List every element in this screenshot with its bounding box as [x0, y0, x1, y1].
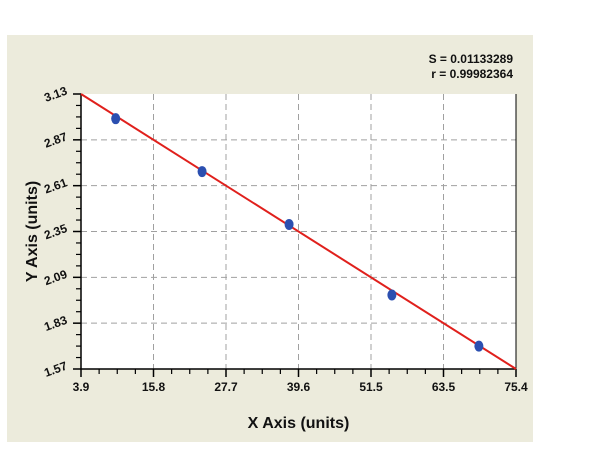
- y-tick-label: 2.87: [42, 129, 69, 150]
- data-point: [197, 166, 207, 178]
- y-axis-title: Y Axis (units): [24, 181, 41, 282]
- x-tick-label: 39.6: [287, 380, 311, 394]
- data-point: [474, 340, 484, 352]
- y-tick-label: 2.61: [42, 175, 69, 196]
- x-axis-ticks: 3.9 15.8 27.7 39.6 51.5 63.5 75.4: [73, 369, 528, 394]
- fit-statistics: S = 0.01133289 r = 0.99982364: [429, 52, 513, 82]
- data-point: [284, 218, 294, 230]
- r-value: r = 0.99982364: [431, 67, 513, 81]
- x-tick-label: 63.5: [432, 380, 456, 394]
- x-tick-label: 27.7: [214, 380, 238, 394]
- data-point: [387, 289, 397, 301]
- y-axis-ticks: 1.57 1.83 2.09 2.35 2.61 2.87 3.13: [42, 84, 81, 380]
- y-tick-label: 2.35: [42, 221, 69, 242]
- x-tick-label: 51.5: [359, 380, 383, 394]
- data-points: [111, 113, 484, 352]
- fit-line: [80, 93, 517, 370]
- y-tick-label: 1.83: [42, 313, 69, 334]
- data-point: [111, 113, 121, 125]
- x-tick-label: 15.8: [142, 380, 166, 394]
- x-axis-title: X Axis (units): [248, 415, 350, 432]
- y-tick-label: 1.57: [42, 359, 69, 380]
- x-tick-label: 75.4: [504, 380, 528, 394]
- y-tick-label: 3.13: [42, 84, 69, 105]
- y-tick-label: 2.09: [42, 267, 69, 288]
- s-value: S = 0.01133289: [428, 52, 513, 66]
- x-tick-label: 3.9: [73, 380, 90, 394]
